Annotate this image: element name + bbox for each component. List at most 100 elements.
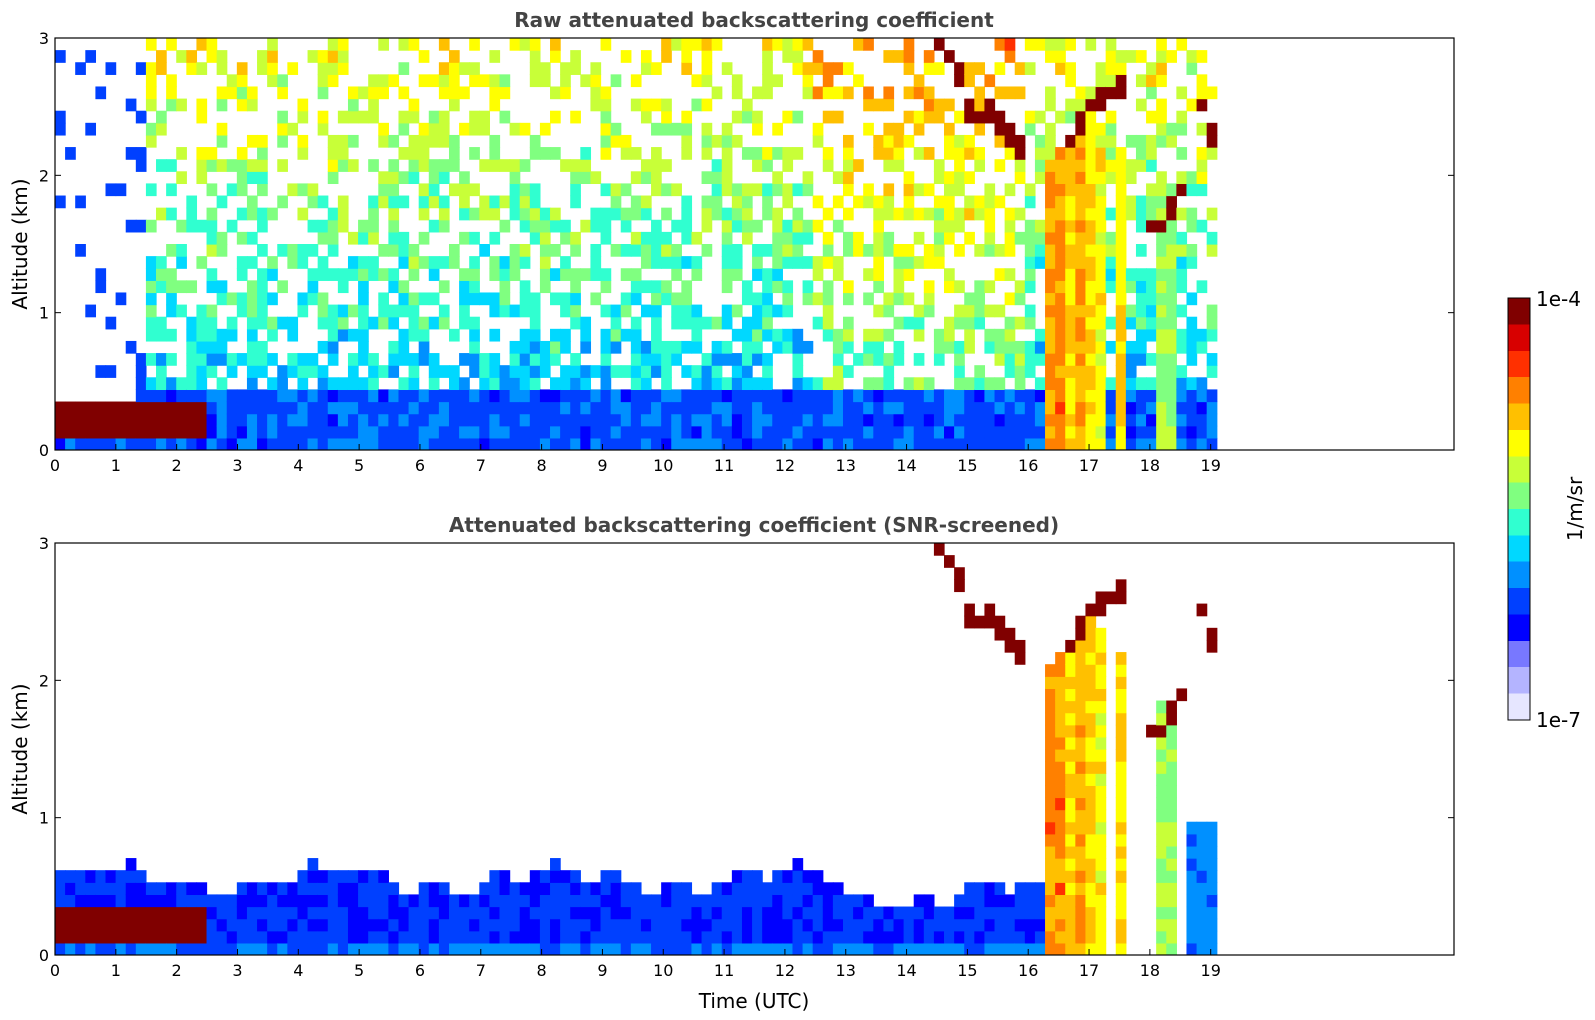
heatmap-cell bbox=[640, 50, 652, 63]
heatmap-cell bbox=[459, 183, 470, 197]
heatmap-cell bbox=[398, 195, 410, 209]
heatmap-cell bbox=[964, 231, 975, 245]
heatmap-cell bbox=[661, 413, 672, 427]
heatmap-cell bbox=[580, 401, 592, 415]
heatmap-cell bbox=[1146, 110, 1157, 124]
heatmap-cell bbox=[903, 292, 915, 306]
heatmap-cell bbox=[600, 328, 612, 342]
heatmap-cell bbox=[560, 365, 571, 378]
heatmap-cell bbox=[166, 918, 177, 932]
heatmap-cell bbox=[1075, 159, 1087, 172]
heatmap-cell bbox=[347, 134, 359, 148]
heatmap-cell bbox=[903, 195, 915, 209]
heatmap-cell bbox=[368, 159, 379, 172]
heatmap-cell bbox=[1095, 244, 1107, 257]
heatmap-cell bbox=[428, 256, 440, 269]
heatmap-cell bbox=[1055, 833, 1066, 847]
heatmap-cell bbox=[661, 401, 672, 415]
heatmap-cell bbox=[863, 389, 874, 403]
heatmap-cell bbox=[1085, 785, 1097, 799]
heatmap-cell bbox=[842, 425, 854, 439]
heatmap-cell bbox=[499, 389, 511, 403]
heatmap-cell bbox=[1115, 809, 1127, 823]
heatmap-cell bbox=[196, 401, 208, 415]
heatmap-cell bbox=[842, 147, 854, 160]
heatmap-cell bbox=[873, 147, 884, 160]
heatmap-cell bbox=[752, 147, 763, 160]
heatmap-cell bbox=[236, 413, 248, 427]
heatmap-cell bbox=[822, 244, 834, 257]
heatmap-cell bbox=[944, 340, 955, 354]
heatmap-cell bbox=[944, 147, 955, 160]
heatmap-cell bbox=[610, 195, 622, 209]
heatmap-cell bbox=[398, 894, 410, 908]
heatmap-cell bbox=[731, 134, 743, 148]
heatmap-cell bbox=[388, 280, 400, 294]
heatmap-cell bbox=[933, 930, 945, 944]
heatmap-cell bbox=[186, 425, 198, 439]
heatmap-cell bbox=[55, 906, 66, 920]
heatmap-cell bbox=[923, 147, 935, 160]
heatmap-cell bbox=[257, 401, 268, 415]
heatmap-cell bbox=[590, 389, 602, 403]
heatmap-cell bbox=[762, 268, 773, 281]
heatmap-cell bbox=[1075, 942, 1087, 955]
heatmap-cell bbox=[822, 930, 834, 944]
heatmap-cell bbox=[469, 122, 480, 136]
heatmap-cell bbox=[337, 268, 349, 281]
heatmap-cell bbox=[964, 389, 975, 403]
heatmap-cell bbox=[610, 244, 622, 257]
heatmap-cell bbox=[1045, 401, 1056, 415]
heatmap-cell bbox=[1166, 833, 1177, 847]
heatmap-cell bbox=[731, 268, 743, 281]
heatmap-cell bbox=[1065, 413, 1076, 427]
heatmap-cell bbox=[166, 377, 177, 391]
heatmap-cell bbox=[1024, 340, 1036, 354]
heatmap-cell bbox=[236, 74, 248, 88]
heatmap-cell bbox=[1075, 256, 1087, 269]
heatmap-cell bbox=[1024, 38, 1036, 51]
heatmap-cell bbox=[489, 328, 501, 342]
heatmap-cell bbox=[277, 74, 288, 88]
heatmap-cell bbox=[570, 894, 581, 908]
heatmap-cell bbox=[327, 437, 339, 450]
heatmap-cell bbox=[1115, 821, 1127, 835]
heatmap-cell bbox=[337, 942, 349, 955]
heatmap-cell bbox=[428, 365, 440, 378]
heatmap-cell bbox=[529, 195, 541, 209]
heatmap-cell bbox=[600, 353, 612, 366]
heatmap-cell bbox=[1085, 147, 1097, 160]
heatmap-cell bbox=[408, 353, 420, 366]
heatmap-cell bbox=[1095, 207, 1107, 221]
heatmap-cell bbox=[317, 219, 329, 233]
heatmap-cell bbox=[1146, 134, 1157, 148]
heatmap-cell bbox=[438, 74, 450, 88]
heatmap-cell bbox=[489, 134, 501, 148]
heatmap-cell bbox=[1196, 328, 1208, 342]
heatmap-cell bbox=[438, 256, 450, 269]
heatmap-cell bbox=[984, 328, 996, 342]
heatmap-cell bbox=[1045, 858, 1056, 871]
heatmap-cell bbox=[307, 244, 319, 257]
heatmap-cell bbox=[297, 304, 309, 318]
heatmap-cell bbox=[1045, 365, 1056, 378]
heatmap-cell bbox=[1004, 365, 1016, 378]
heatmap-cell bbox=[812, 256, 824, 269]
heatmap-cell bbox=[954, 304, 965, 318]
heatmap-cell bbox=[984, 219, 996, 233]
heatmap-cell bbox=[681, 906, 693, 920]
heatmap-cell bbox=[762, 425, 773, 439]
heatmap-cell bbox=[459, 292, 470, 306]
heatmap-cell bbox=[1146, 147, 1157, 160]
heatmap-cell bbox=[1105, 256, 1117, 269]
heatmap-cell bbox=[1095, 652, 1107, 665]
heatmap-cell bbox=[145, 183, 157, 197]
heatmap-cell bbox=[448, 425, 460, 439]
heatmap-cell bbox=[1045, 183, 1056, 197]
heatmap-cell bbox=[347, 328, 359, 342]
heatmap-cell bbox=[610, 304, 622, 318]
heatmap-cell bbox=[651, 340, 662, 354]
heatmap-cell bbox=[216, 159, 228, 172]
heatmap-cell bbox=[984, 195, 996, 209]
heatmap-cell bbox=[731, 942, 743, 955]
